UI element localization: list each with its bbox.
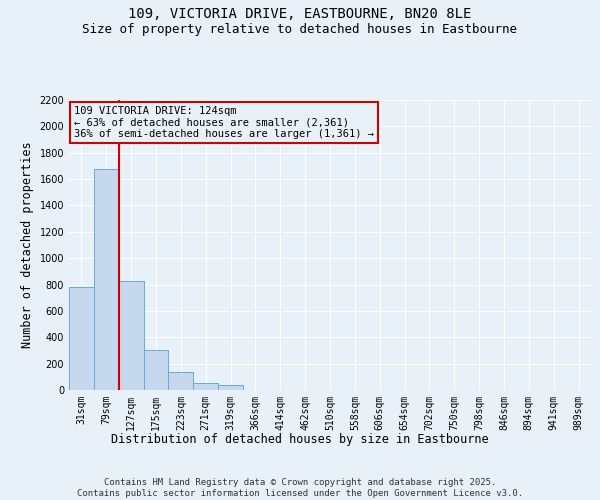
Bar: [69, 287, 94, 390]
Bar: [143, 350, 169, 390]
Bar: [218, 386, 243, 390]
Text: Size of property relative to detached houses in Eastbourne: Size of property relative to detached ho…: [83, 22, 517, 36]
Text: 109 VICTORIA DRIVE: 124sqm
← 63% of detached houses are smaller (2,361)
36% of s: 109 VICTORIA DRIVE: 124sqm ← 63% of deta…: [74, 106, 374, 139]
Y-axis label: Number of detached properties: Number of detached properties: [21, 142, 34, 348]
Bar: [119, 280, 143, 390]
Text: Distribution of detached houses by size in Eastbourne: Distribution of detached houses by size …: [111, 432, 489, 446]
Bar: [193, 383, 218, 390]
Bar: [94, 168, 119, 390]
Bar: [169, 372, 193, 390]
Text: Contains HM Land Registry data © Crown copyright and database right 2025.
Contai: Contains HM Land Registry data © Crown c…: [77, 478, 523, 498]
Text: 109, VICTORIA DRIVE, EASTBOURNE, BN20 8LE: 109, VICTORIA DRIVE, EASTBOURNE, BN20 8L…: [128, 8, 472, 22]
